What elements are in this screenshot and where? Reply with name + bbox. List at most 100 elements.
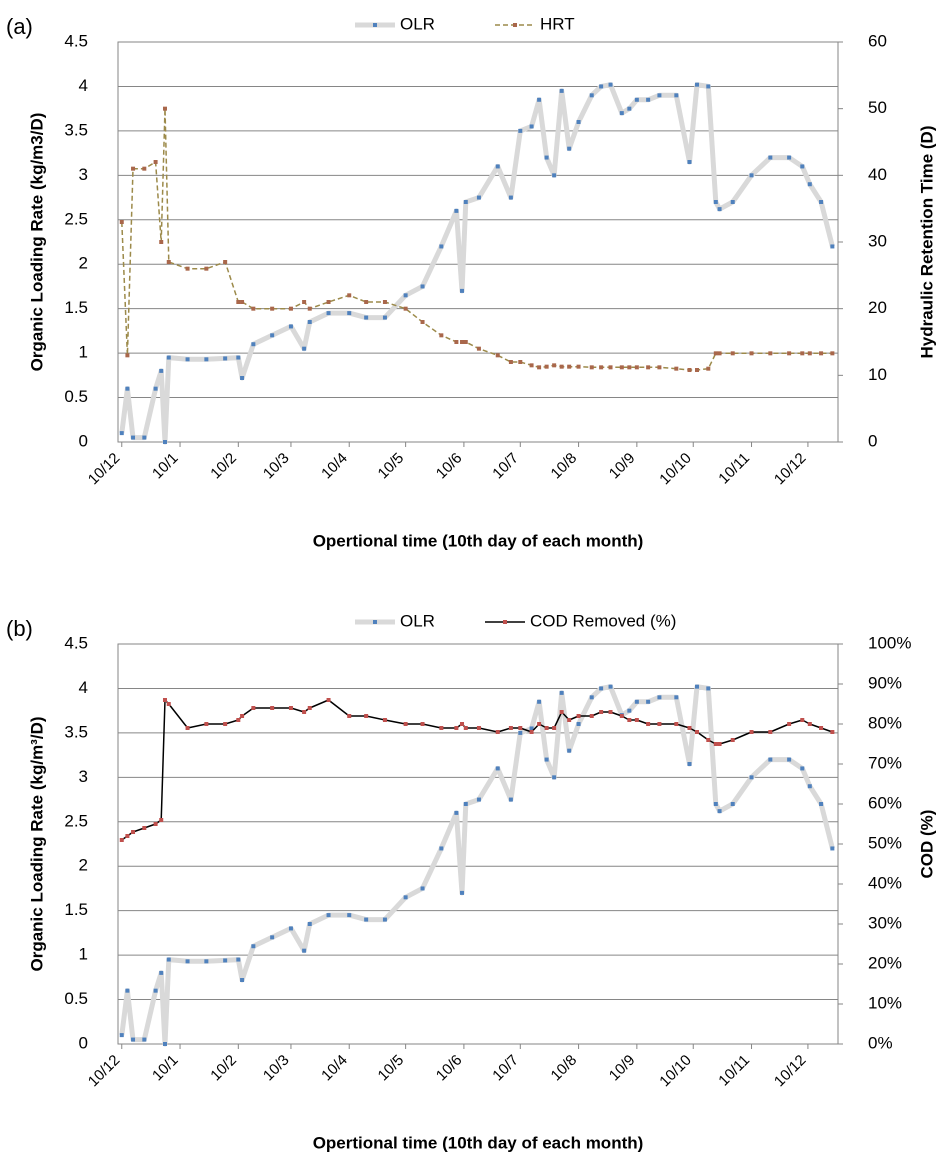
y-tick-label: 2.5 xyxy=(64,811,88,830)
data-point xyxy=(326,311,331,316)
data-point xyxy=(347,913,352,918)
data-point xyxy=(559,88,564,93)
data-point xyxy=(347,714,352,718)
data-point xyxy=(576,714,581,718)
data-point xyxy=(463,340,468,344)
data-point xyxy=(518,730,523,735)
data-point xyxy=(787,757,792,762)
data-point xyxy=(544,364,549,369)
data-point xyxy=(730,802,735,806)
y2-tick-label: 60 xyxy=(868,31,887,50)
data-point xyxy=(240,978,245,982)
data-point xyxy=(476,346,481,351)
data-point xyxy=(576,722,581,726)
x-tick-label: 10/12 xyxy=(85,1052,124,1091)
y-tick-label: 2 xyxy=(79,254,88,273)
x-tick-label: 10/5 xyxy=(375,1052,408,1085)
y-axis-title: Organic Loading Rate (kg/m³/D) xyxy=(27,716,46,971)
data-point xyxy=(674,366,679,371)
y-tick-label: 4.5 xyxy=(64,31,88,50)
data-point xyxy=(567,146,572,151)
data-point xyxy=(166,355,171,360)
y-tick-label: 0 xyxy=(79,1033,88,1052)
data-point xyxy=(508,797,513,802)
legend-marker xyxy=(503,620,507,624)
data-point xyxy=(439,726,444,730)
data-point xyxy=(166,702,171,706)
data-point xyxy=(537,97,542,102)
y-tick-label: 3.5 xyxy=(64,722,88,741)
data-point xyxy=(347,311,352,316)
y2-tick-label: 80% xyxy=(868,713,902,732)
data-point xyxy=(131,166,136,171)
data-point xyxy=(787,155,792,160)
data-point xyxy=(495,164,500,169)
y2-tick-label: 100% xyxy=(868,633,911,652)
data-point xyxy=(166,260,171,264)
data-point xyxy=(589,695,594,700)
data-point xyxy=(807,722,812,726)
data-point xyxy=(634,365,639,370)
x-tick-label: 10/2 xyxy=(207,1052,240,1085)
data-point xyxy=(185,959,190,964)
data-point xyxy=(807,351,812,356)
data-point xyxy=(619,365,624,370)
data-point xyxy=(131,830,136,834)
series-line xyxy=(121,699,833,841)
y2-tick-label: 0 xyxy=(868,431,877,450)
data-point xyxy=(599,710,604,714)
data-point xyxy=(529,363,534,368)
data-point xyxy=(307,922,312,926)
data-point xyxy=(706,366,711,371)
y2-tick-label: 10 xyxy=(868,365,887,384)
data-point xyxy=(619,714,624,718)
data-point xyxy=(460,288,465,293)
data-point xyxy=(288,324,293,329)
data-point xyxy=(159,240,164,244)
data-point xyxy=(730,351,735,356)
data-point xyxy=(125,834,130,838)
data-point xyxy=(552,775,557,780)
data-point xyxy=(439,244,444,249)
data-point xyxy=(142,435,147,440)
data-point xyxy=(567,748,572,753)
data-point xyxy=(302,346,307,351)
data-point xyxy=(627,718,632,722)
data-point xyxy=(131,435,136,440)
data-point xyxy=(454,810,459,815)
y-tick-label: 0.5 xyxy=(64,989,88,1008)
data-point xyxy=(608,684,613,689)
data-point xyxy=(695,684,700,689)
y-tick-label: 1 xyxy=(79,343,88,362)
data-point xyxy=(589,93,594,98)
data-point xyxy=(236,957,241,962)
y-tick-label: 3 xyxy=(79,165,88,184)
data-point xyxy=(646,97,651,102)
data-point xyxy=(800,164,805,169)
data-point xyxy=(420,320,425,324)
data-point xyxy=(608,365,613,370)
data-point xyxy=(185,357,190,362)
data-point xyxy=(599,686,604,691)
y2-tick-label: 60% xyxy=(868,793,902,812)
data-point xyxy=(830,846,835,851)
data-point xyxy=(749,730,754,734)
data-point xyxy=(674,93,679,98)
data-point xyxy=(302,710,307,714)
data-point xyxy=(706,738,711,742)
data-point xyxy=(576,364,581,369)
data-point xyxy=(559,364,564,369)
legend-label: HRT xyxy=(540,14,575,33)
y2-tick-label: 90% xyxy=(868,673,902,692)
legend-label: COD Removed (%) xyxy=(530,611,676,630)
data-point xyxy=(730,738,735,742)
legend-label: OLR xyxy=(400,14,435,33)
data-point xyxy=(695,82,700,87)
data-point xyxy=(552,363,557,368)
data-point xyxy=(307,320,312,324)
plot-border xyxy=(117,41,839,443)
data-point xyxy=(223,260,228,264)
x-tick-label: 10/1 xyxy=(149,1052,182,1085)
data-point xyxy=(713,351,718,356)
data-point xyxy=(646,699,651,704)
